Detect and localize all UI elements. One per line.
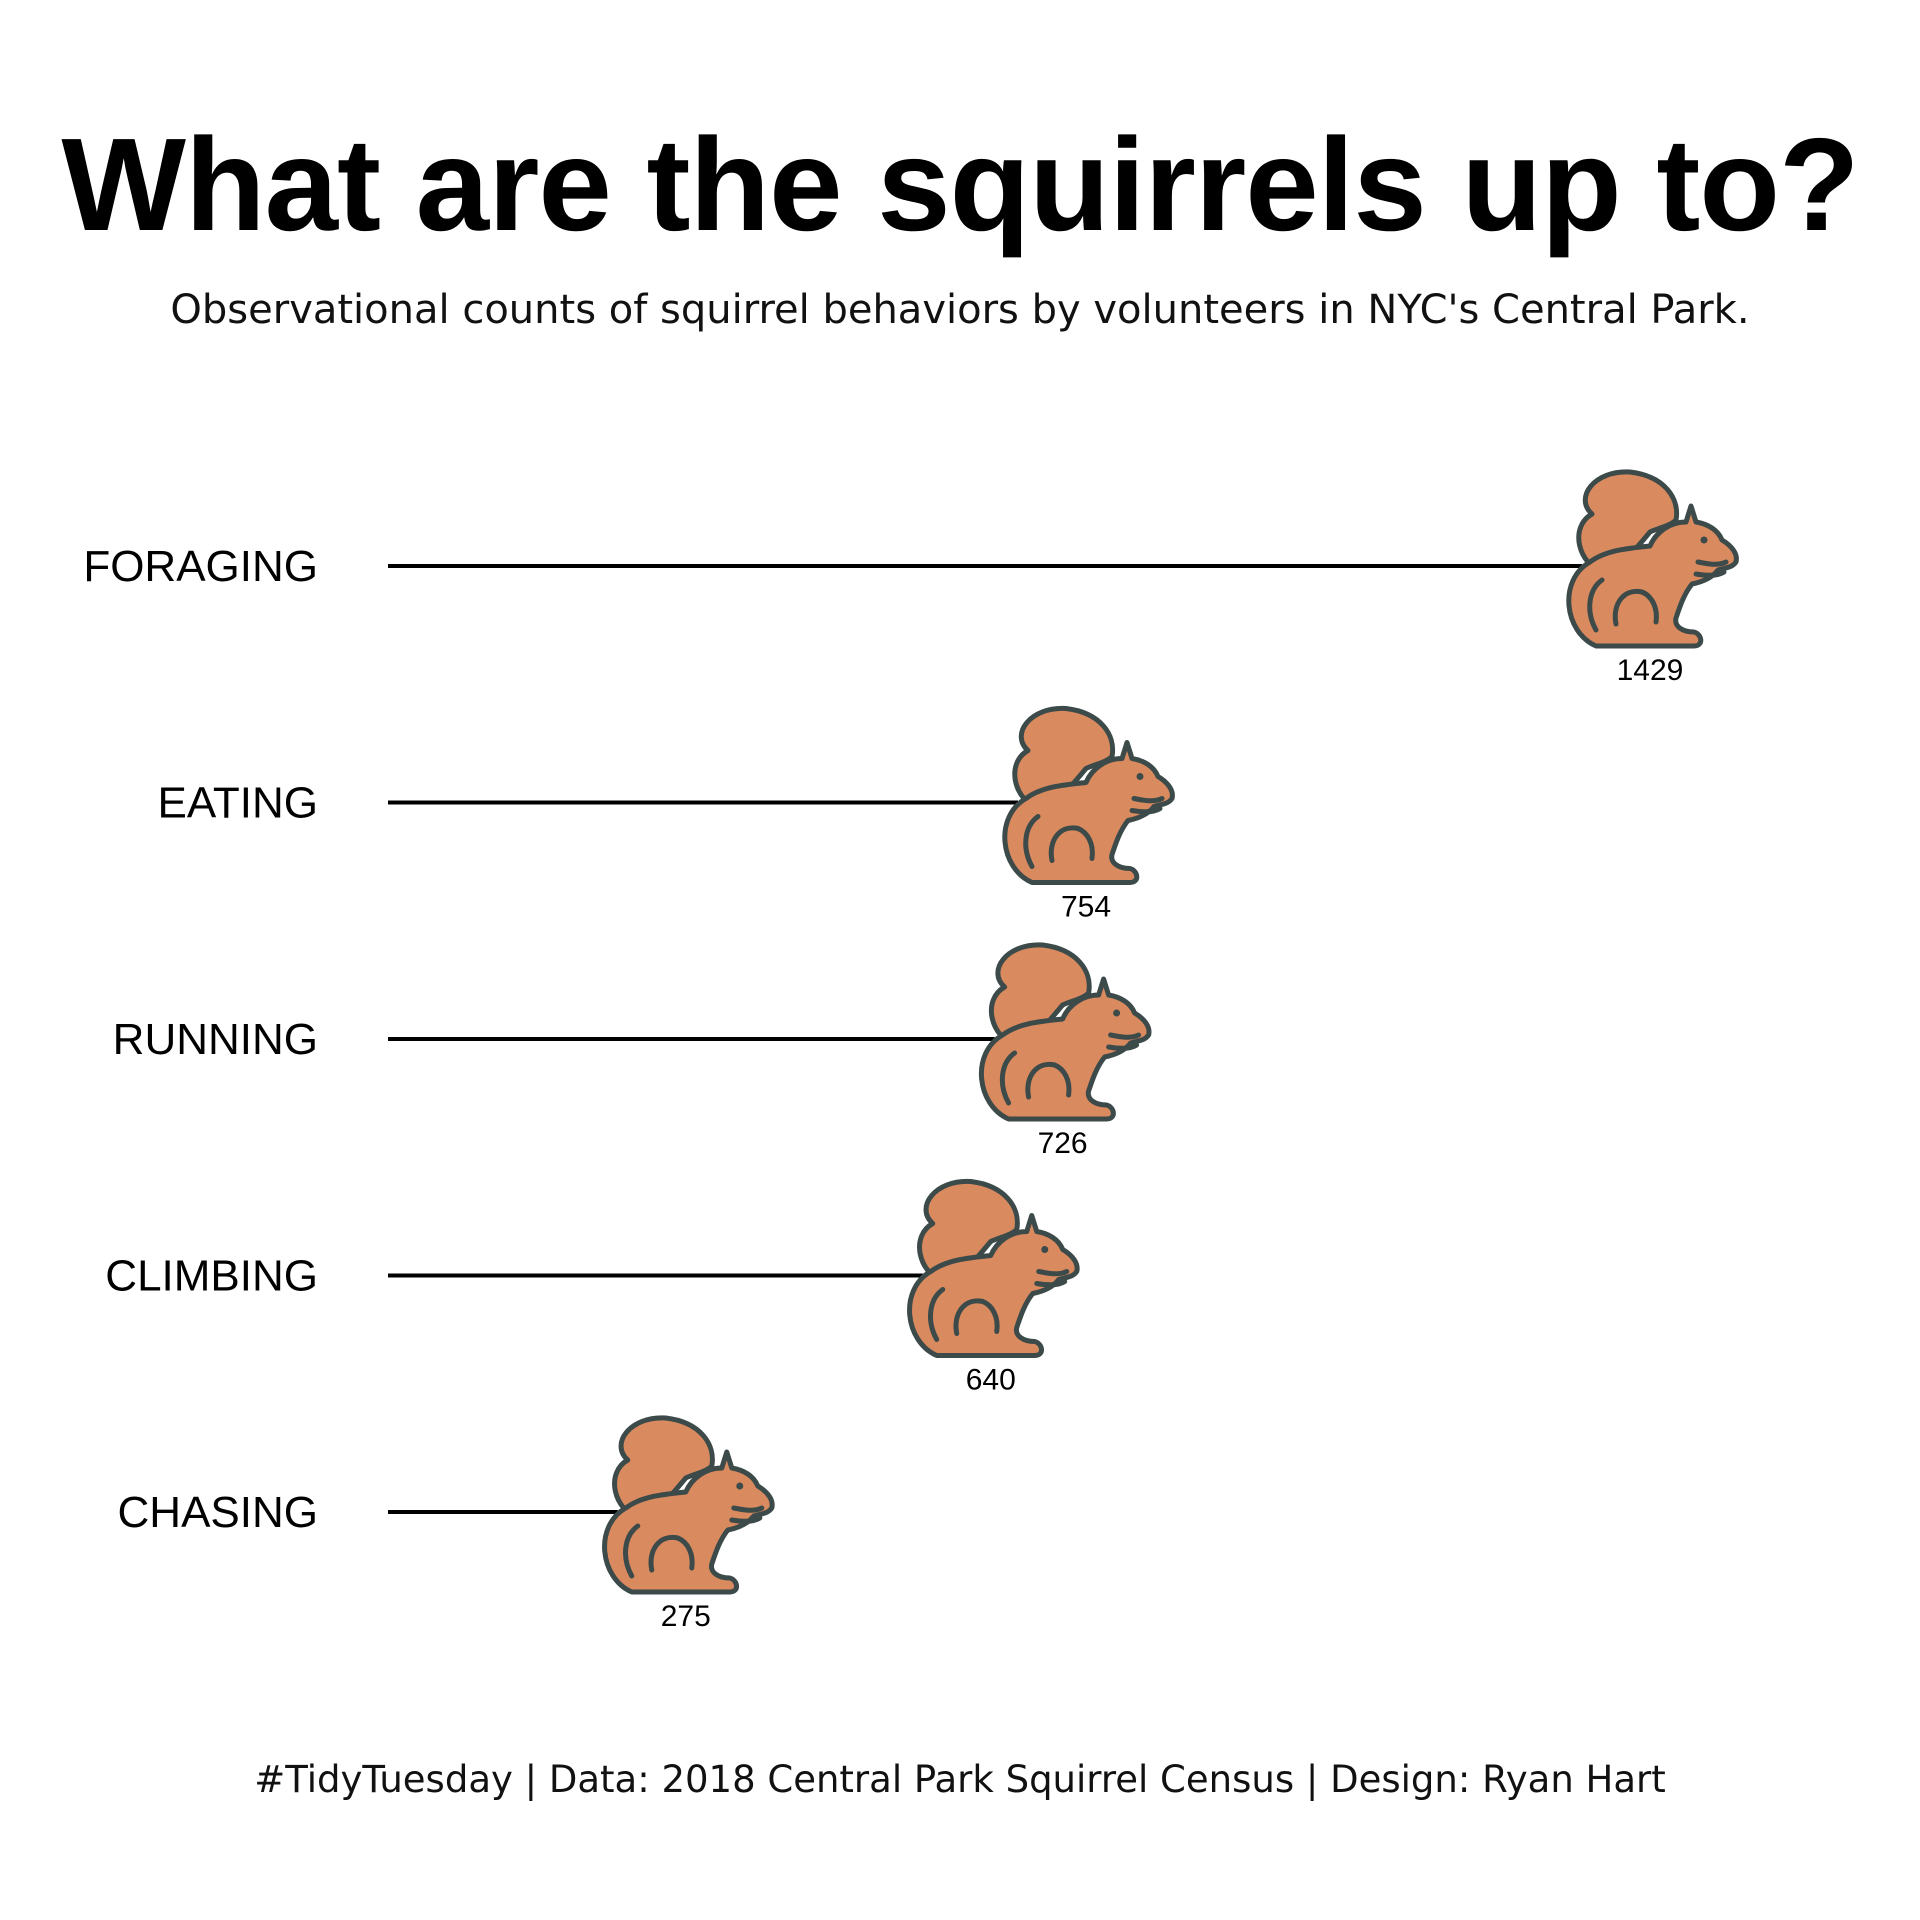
squirrel-icon	[981, 945, 1149, 1119]
squirrel-icon	[605, 1418, 773, 1592]
category-label-eating: EATING	[157, 779, 318, 828]
value-label-running: 726	[1038, 1127, 1088, 1160]
chart-subtitle: Observational counts of squirrel behavio…	[170, 287, 1750, 333]
squirrel-icon	[1005, 708, 1173, 882]
category-label-chasing: CHASING	[118, 1488, 318, 1537]
value-label-eating: 754	[1061, 891, 1111, 924]
squirrel-icon	[910, 1181, 1078, 1355]
category-label-foraging: FORAGING	[83, 542, 318, 591]
value-label-chasing: 275	[661, 1600, 711, 1633]
chart-title: What are the squirrels up to?	[61, 111, 1859, 258]
chart-caption: #TidyTuesday | Data: 2018 Central Park S…	[254, 1758, 1666, 1801]
squirrel-icon	[1569, 472, 1737, 646]
category-label-climbing: CLIMBING	[105, 1252, 318, 1301]
value-label-climbing: 640	[966, 1364, 1016, 1397]
value-label-foraging: 1429	[1617, 654, 1684, 687]
category-label-running: RUNNING	[113, 1015, 318, 1064]
